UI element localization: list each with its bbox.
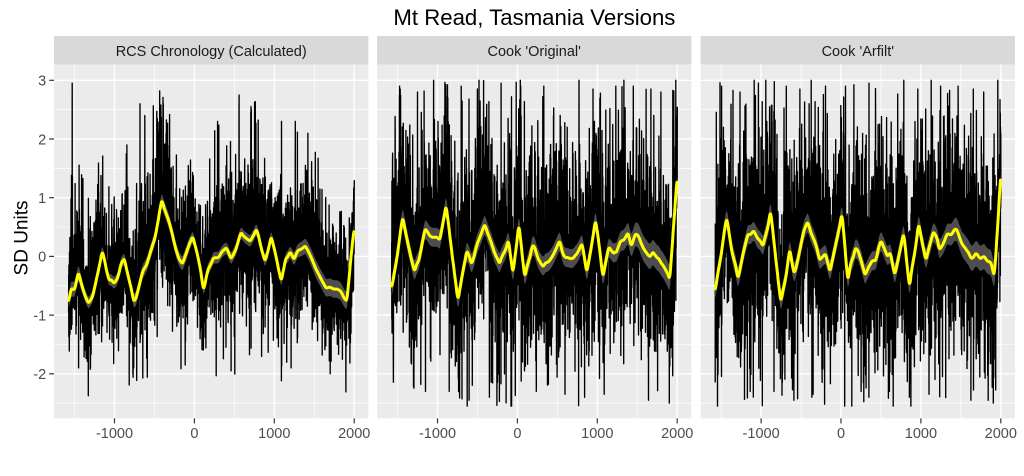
svg-text:2000: 2000 bbox=[661, 426, 693, 442]
svg-text:SD Units: SD Units bbox=[11, 201, 32, 276]
svg-text:RCS Chronology (Calculated): RCS Chronology (Calculated) bbox=[116, 44, 307, 60]
svg-text:1000: 1000 bbox=[905, 426, 937, 442]
svg-text:Cook 'Original': Cook 'Original' bbox=[488, 44, 582, 60]
svg-text:1: 1 bbox=[38, 191, 46, 207]
svg-text:-1: -1 bbox=[33, 308, 46, 324]
svg-text:-1000: -1000 bbox=[419, 426, 456, 442]
svg-text:1000: 1000 bbox=[258, 426, 290, 442]
svg-text:1000: 1000 bbox=[581, 426, 613, 442]
svg-text:0: 0 bbox=[38, 250, 46, 266]
svg-text:-2: -2 bbox=[33, 367, 46, 383]
svg-text:-1000: -1000 bbox=[743, 426, 780, 442]
svg-text:2000: 2000 bbox=[338, 426, 370, 442]
svg-text:2000: 2000 bbox=[985, 426, 1017, 442]
svg-text:2: 2 bbox=[38, 132, 46, 148]
svg-text:-1000: -1000 bbox=[96, 426, 133, 442]
svg-text:0: 0 bbox=[190, 426, 198, 442]
svg-text:0: 0 bbox=[513, 426, 521, 442]
svg-text:Cook 'Arfilt': Cook 'Arfilt' bbox=[822, 44, 895, 60]
svg-text:3: 3 bbox=[38, 74, 46, 90]
svg-text:Mt Read, Tasmania Versions: Mt Read, Tasmania Versions bbox=[393, 5, 675, 30]
svg-text:0: 0 bbox=[837, 426, 845, 442]
